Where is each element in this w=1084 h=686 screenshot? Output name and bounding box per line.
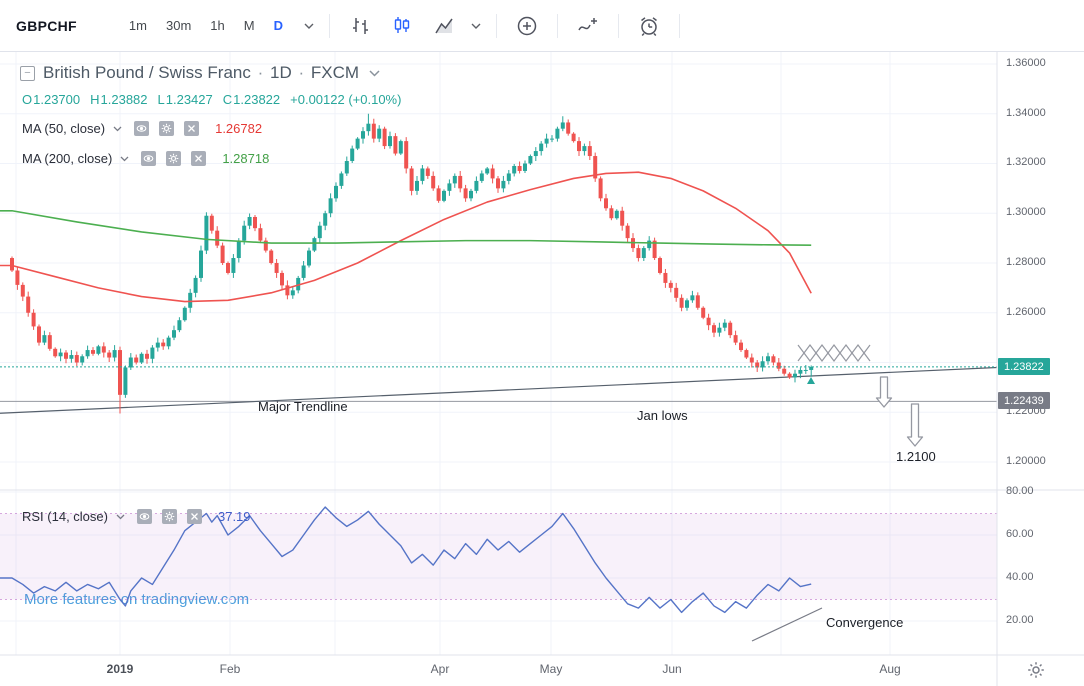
top-toolbar: GBPCHF 1m 30m 1h M D — [0, 0, 1084, 52]
ohlc-high: 1.23882 — [100, 92, 148, 107]
interval-1m[interactable]: 1m — [128, 18, 147, 33]
ohlc-close: 1.23822 — [233, 92, 281, 107]
rsi-axis-label: 40.00 — [1006, 571, 1034, 583]
chart-title-row[interactable]: − British Pound / Swiss Franc · 1D · FXC… — [20, 63, 382, 83]
rsi-close-icon[interactable] — [186, 509, 202, 524]
chart-title-exchange: FXCM — [310, 63, 360, 82]
interval-D[interactable]: D — [273, 18, 283, 33]
toolbar-divider — [328, 13, 330, 38]
ma50-gear-icon[interactable] — [159, 121, 175, 136]
ohlc-change: +0.00122 (+0.10%) — [290, 92, 402, 107]
ohlc-low: 1.23427 — [165, 92, 213, 107]
drawing-annotations — [751, 344, 924, 642]
toolbar-divider — [556, 13, 558, 38]
price-axis-label: 1.30000 — [1006, 206, 1046, 218]
title-separator: · — [257, 63, 264, 82]
price-target-label: 1.2100 — [896, 449, 936, 464]
time-axis-label-feb: Feb — [219, 662, 241, 676]
time-axis-label-2019: 2019 — [106, 662, 134, 676]
collapse-legend-icon[interactable]: − — [20, 65, 35, 81]
ma200-gear-icon[interactable] — [166, 151, 182, 166]
ma200-dropdown-chevron-icon[interactable] — [118, 154, 131, 164]
toolbar-divider — [617, 13, 619, 38]
ma50-value: 1.26782 — [215, 121, 263, 136]
rsi-dropdown-chevron-icon[interactable] — [114, 512, 127, 522]
rsi-gear-icon[interactable] — [161, 509, 177, 524]
price-axis-label: 1.20000 — [1006, 455, 1046, 467]
rsi-label[interactable]: RSI (14, close) — [22, 509, 108, 524]
grid-lines — [0, 52, 997, 655]
line-tools-icon[interactable] — [571, 9, 605, 43]
tradingview-watermark-link[interactable]: More features on tradingview.com — [24, 591, 250, 608]
chart-type-dropdown-chevron-icon[interactable] — [469, 21, 483, 31]
symbol-button[interactable]: GBPCHF — [16, 17, 77, 34]
jan-lows-price-badge: 1.22439 — [998, 392, 1050, 409]
price-axis-label: 1.34000 — [1006, 107, 1046, 119]
ma200-legend-row: MA (200, close) 1.28718 — [22, 151, 269, 166]
interval-1h[interactable]: 1h — [210, 18, 225, 33]
jan-lows-label: Jan lows — [637, 408, 688, 423]
bars-chart-type-icon[interactable] — [343, 9, 377, 43]
ma200-label[interactable]: MA (200, close) — [22, 151, 113, 166]
convergence-label: Convergence — [826, 615, 904, 630]
price-and-indicator-series — [0, 113, 998, 614]
area-chart-type-icon[interactable] — [427, 9, 461, 43]
ma50-dropdown-chevron-icon[interactable] — [111, 124, 124, 134]
time-axis-label-apr: Apr — [430, 662, 450, 676]
interval-switcher: 1m 30m 1h M D — [129, 18, 316, 33]
rsi-value: 37.19 — [217, 509, 251, 524]
current-price-badge: 1.23822 — [998, 358, 1050, 375]
rsi-eye-icon[interactable] — [136, 509, 152, 524]
ohlc-open: 1.23700 — [33, 92, 81, 107]
interval-30m[interactable]: 30m — [165, 18, 192, 33]
chart-title-symbol: British Pound / Swiss Franc — [43, 63, 251, 82]
rsi-axis-label: 60.00 — [1006, 528, 1034, 540]
price-axis-label: 1.28000 — [1006, 256, 1046, 268]
time-axis-label-may: May — [539, 662, 563, 676]
ma200-value: 1.28718 — [222, 151, 270, 166]
ohlc-readout: O 1.23700 H 1.23882 L 1.23427 C 1.23822 +0.0… — [22, 92, 402, 107]
interval-dropdown-chevron-icon[interactable] — [302, 21, 316, 31]
time-axis-label-aug: Aug — [879, 662, 901, 676]
pane-borders — [0, 52, 1084, 686]
chart-title-interval: 1D — [270, 63, 292, 82]
chart-type-group — [343, 9, 483, 43]
price-axis-label: 1.36000 — [1006, 57, 1046, 69]
ma50-close-icon[interactable] — [184, 121, 200, 136]
toolbar-divider — [495, 13, 497, 38]
toolbar-divider — [678, 13, 680, 38]
compare-add-icon[interactable] — [510, 9, 544, 43]
major-trendline-label: Major Trendline — [258, 399, 348, 414]
candles-chart-type-icon[interactable] — [385, 9, 419, 43]
rsi-axis-label: 20.00 — [1006, 614, 1034, 626]
ma50-label[interactable]: MA (50, close) — [22, 121, 106, 136]
time-axis-label-jun: Jun — [662, 662, 682, 676]
price-axis-label: 1.26000 — [1006, 306, 1046, 318]
alert-clock-icon[interactable] — [632, 9, 666, 43]
price-axis-label: 1.32000 — [1006, 156, 1046, 168]
ma200-close-icon[interactable] — [191, 151, 207, 166]
rsi-legend-row: RSI (14, close) 37.19 — [22, 509, 251, 524]
axis-settings-gear-icon[interactable] — [1024, 658, 1048, 682]
interval-M[interactable]: M — [243, 18, 255, 33]
ma50-eye-icon[interactable] — [134, 121, 150, 136]
title-separator: · — [298, 63, 305, 82]
title-dropdown-chevron-icon[interactable] — [367, 68, 382, 79]
rsi-axis-label: 80.00 — [1006, 485, 1034, 497]
ma200-eye-icon[interactable] — [141, 151, 157, 166]
ma50-legend-row: MA (50, close) 1.26782 — [22, 121, 262, 136]
